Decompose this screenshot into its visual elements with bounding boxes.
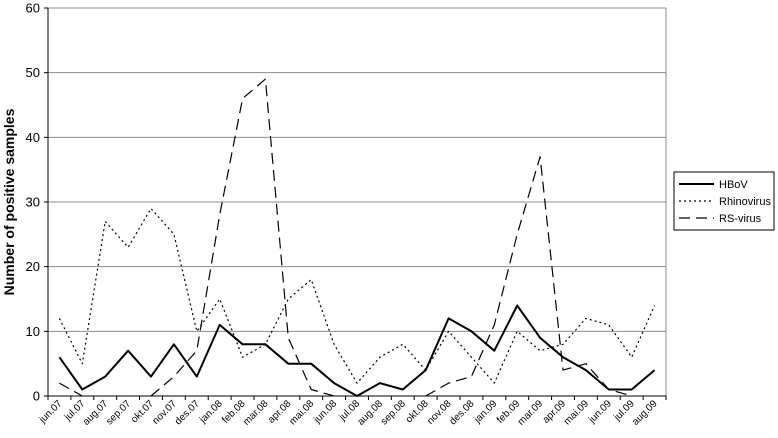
legend-label: Rhinovirus <box>719 196 771 208</box>
y-tick-labels: 0 10 20 30 40 50 60 <box>26 1 40 404</box>
x-tick-label: jun.09 <box>586 398 614 426</box>
series-line-rs-virus <box>59 78 632 397</box>
series-lines <box>58 78 656 397</box>
series-line-rhinovirus <box>58 207 656 384</box>
gridlines <box>48 7 667 396</box>
x-tick-label: mai.09 <box>562 398 591 427</box>
x-tick-label: jun.08 <box>311 398 339 426</box>
x-tick-labels: jun.07jul.07aug.07sep.07okt.07nov.07des.… <box>37 398 660 428</box>
legend-label: RS-virus <box>719 213 762 225</box>
x-tick-label: mai.08 <box>287 398 316 427</box>
x-tick-label: des.08 <box>448 398 477 427</box>
y-tick-label: 60 <box>26 1 40 16</box>
legend: HBoV Rhinovirus RS-virus <box>673 171 775 231</box>
y-axis-label: Number of positive samples <box>1 108 17 295</box>
x-tick-label: aug.07 <box>81 398 111 428</box>
x-tick-label: sep.07 <box>104 398 133 427</box>
x-tick-label: jan.08 <box>197 398 225 426</box>
x-tick-label: aug.08 <box>356 398 386 428</box>
legend-label: HBoV <box>719 179 748 191</box>
y-tick-label: 30 <box>26 195 40 210</box>
y-tick-label: 20 <box>26 259 40 274</box>
x-tick-label: mar.09 <box>516 398 546 428</box>
x-tick-label: jan.09 <box>472 398 500 426</box>
y-tick-label: 10 <box>26 324 40 339</box>
x-tick-label: aug.09 <box>630 398 660 428</box>
x-tick-label: des.07 <box>173 398 202 427</box>
y-tick-label: 50 <box>26 65 40 80</box>
y-tick-label: 0 <box>33 389 40 404</box>
axes <box>44 7 667 400</box>
y-tick-label: 40 <box>26 130 40 145</box>
x-tick-label: sep.08 <box>379 398 408 427</box>
x-tick-label: jun.07 <box>37 398 65 426</box>
x-tick-label: mar.08 <box>241 398 271 428</box>
